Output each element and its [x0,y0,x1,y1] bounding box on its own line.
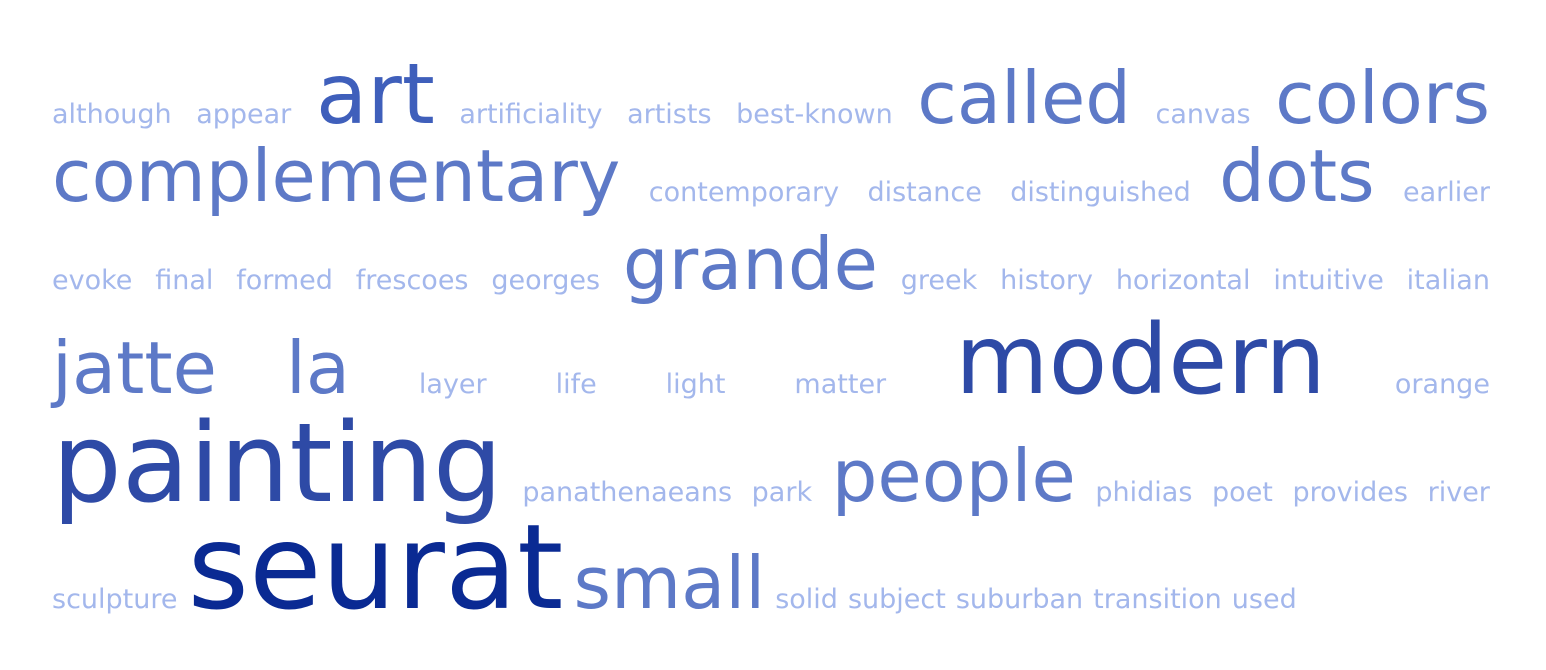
cloud-word: solid [775,584,838,615]
cloud-word: small [573,541,766,625]
cloud-word: colors [1275,56,1490,140]
cloud-word: sculpture [52,584,178,615]
cloud-word: transition [1093,584,1222,615]
cloud-word: life [555,369,597,400]
cloud-word: panathenaeans [522,477,733,508]
cloud-word: subject [847,584,946,615]
word-row: sculpture seurat small solid subject suburban… [52,508,1490,626]
cloud-word: history [1000,265,1093,296]
cloud-word: contemporary [648,177,840,208]
cloud-word: art [315,45,435,143]
cloud-word: distinguished [1010,177,1191,208]
cloud-word: artificiality [459,99,603,130]
word-row: although appear art artificiality artists bes… [52,52,1490,136]
cloud-word: horizontal [1115,265,1251,296]
cloud-word: greek [900,265,978,296]
cloud-word: poet [1212,477,1273,508]
cloud-word: artists [627,99,712,130]
cloud-word: called [917,56,1131,140]
word-row: jatte la layer life light matter modern orange [52,312,1490,408]
cloud-word: distance [867,177,982,208]
cloud-word: final [155,265,214,296]
word-row: painting panathenaeans park people phidias po… [52,408,1490,518]
cloud-word: intuitive [1273,265,1384,296]
cloud-word: jatte [52,326,217,410]
cloud-word: painting [52,399,503,527]
cloud-word: modern [955,304,1326,416]
cloud-word: italian [1406,265,1490,296]
cloud-word: although [52,99,172,130]
cloud-word: georges [491,265,601,296]
cloud-word: canvas [1155,99,1251,130]
cloud-word: layer [418,369,487,400]
cloud-word: frescoes [355,265,469,296]
cloud-word: light [665,369,726,400]
cloud-word: used [1231,584,1297,615]
cloud-word: dots [1219,134,1375,218]
cloud-word: people [831,434,1076,518]
word-row: evoke final formed frescoes georges grande gre… [52,228,1490,300]
cloud-word: matter [794,369,887,400]
word-row: complementary contemporary distance disting… [52,140,1490,212]
cloud-word: best-known [736,99,893,130]
cloud-word: grande [622,222,878,306]
cloud-word: river [1427,477,1490,508]
cloud-word: provides [1292,477,1408,508]
cloud-word: complementary [52,134,621,218]
cloud-word: park [751,477,813,508]
cloud-word: appear [196,99,292,130]
cloud-word: seurat [187,498,564,636]
cloud-word: formed [236,265,333,296]
cloud-word: la [285,326,350,410]
cloud-word: phidias [1095,477,1193,508]
cloud-word: orange [1394,369,1490,400]
cloud-word: earlier [1403,177,1490,208]
cloud-word: evoke [52,265,133,296]
cloud-word: suburban [955,584,1084,615]
